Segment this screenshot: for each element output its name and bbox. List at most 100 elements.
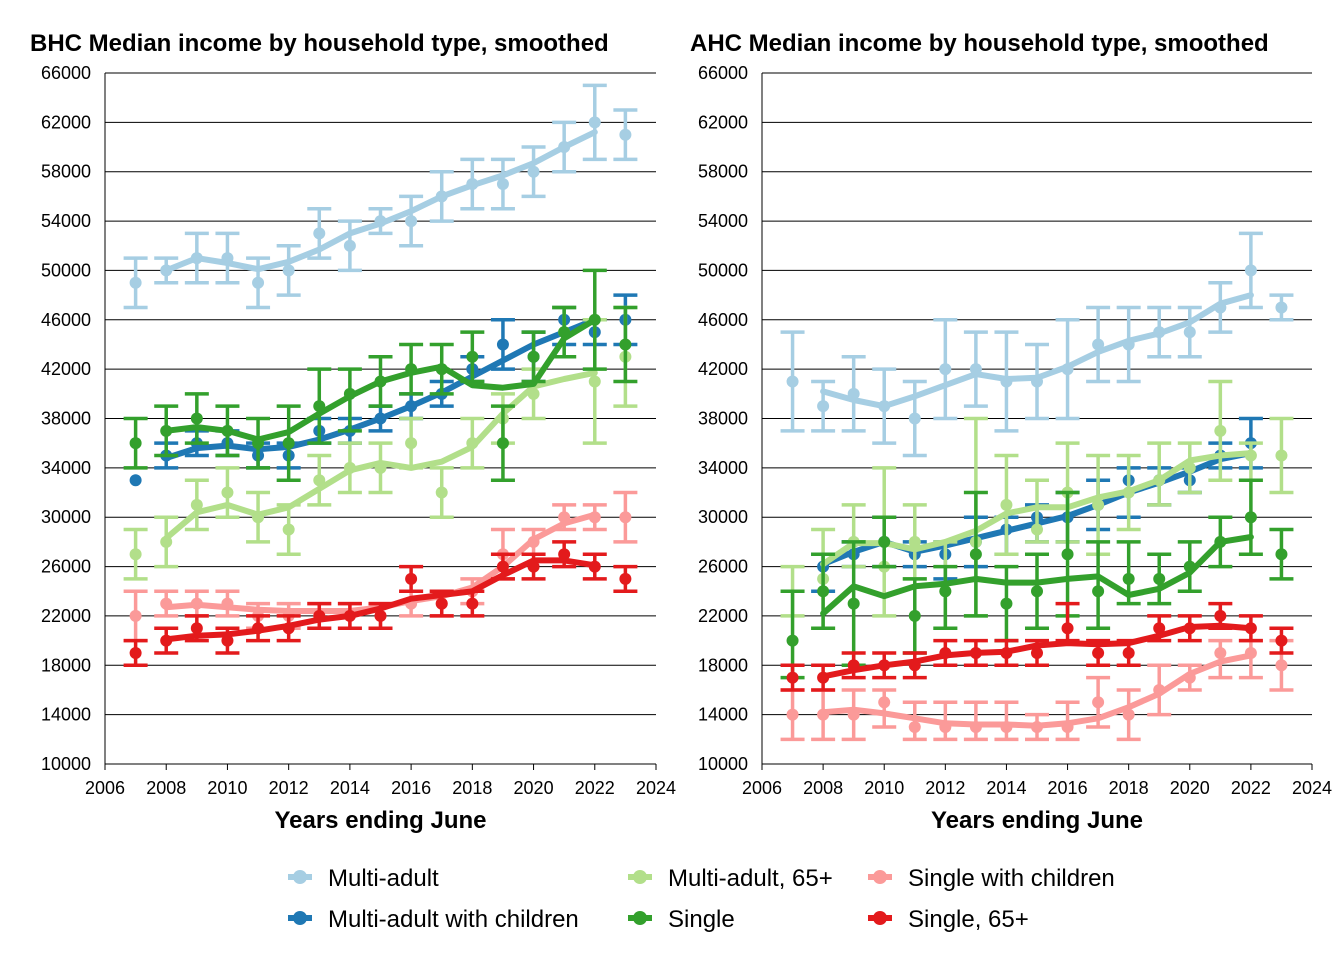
data-point xyxy=(588,116,601,129)
y-tick-label: 50000 xyxy=(698,260,748,280)
y-tick-label: 54000 xyxy=(41,211,91,231)
data-point xyxy=(190,597,203,610)
data-point xyxy=(1122,572,1135,585)
data-point xyxy=(190,412,203,425)
data-point xyxy=(466,178,479,191)
ahc-panel: 10000 14000 18000 22000 26000 30000 34000 38000… xyxy=(690,30,1332,834)
data-point xyxy=(1275,548,1288,561)
x-tick-label: 2016 xyxy=(391,778,431,798)
data-point xyxy=(496,437,509,450)
y-tick-label: 18000 xyxy=(41,655,91,675)
legend-marker xyxy=(633,870,647,884)
x-axis-label: Years ending June xyxy=(931,807,1143,834)
data-point xyxy=(282,523,295,536)
data-point xyxy=(588,560,601,573)
data-point xyxy=(160,264,173,277)
data-point xyxy=(1214,646,1227,659)
data-point xyxy=(1275,634,1288,647)
data-point xyxy=(1031,720,1043,733)
data-point xyxy=(160,535,173,548)
legend-item-multi-adult-65: Multi-adult, 65+ xyxy=(628,865,833,892)
data-point xyxy=(129,609,142,622)
data-point xyxy=(221,597,234,610)
legend-item-multi-adult: Multi-adult xyxy=(288,865,439,892)
data-point xyxy=(405,437,418,450)
y-tick-label: 54000 xyxy=(698,211,748,231)
data-point xyxy=(466,437,479,450)
data-point xyxy=(313,474,326,487)
data-point xyxy=(878,659,891,672)
x-tick-label: 2018 xyxy=(1109,778,1149,798)
smoothed-line xyxy=(163,129,598,274)
smoothed-line xyxy=(820,450,1254,568)
y-tick-label: 46000 xyxy=(41,310,91,330)
data-point xyxy=(847,708,860,721)
data-point xyxy=(619,128,632,141)
data-point xyxy=(1061,548,1074,561)
y-tick-label: 42000 xyxy=(41,359,91,379)
data-point xyxy=(1000,646,1013,659)
data-point xyxy=(466,597,479,610)
data-point xyxy=(878,696,891,709)
data-point xyxy=(1214,424,1227,437)
data-point xyxy=(619,338,632,351)
data-point xyxy=(1153,622,1166,635)
data-point xyxy=(1092,498,1105,511)
legend-label: Single xyxy=(668,906,735,933)
data-point xyxy=(969,363,982,376)
data-point xyxy=(1183,622,1196,635)
data-point xyxy=(1183,461,1196,474)
x-tick-label: 2012 xyxy=(925,778,965,798)
data-point xyxy=(1244,449,1257,462)
y-tick-label: 46000 xyxy=(698,310,748,330)
data-point xyxy=(1153,683,1166,696)
x-tick-label: 2024 xyxy=(1292,778,1332,798)
data-point xyxy=(282,264,295,277)
data-point xyxy=(1183,671,1196,684)
data-point xyxy=(129,276,142,289)
data-point xyxy=(817,400,830,413)
data-point xyxy=(435,597,448,610)
y-tick-label: 62000 xyxy=(698,112,748,132)
y-tick-label: 26000 xyxy=(41,557,91,577)
data-point xyxy=(313,400,326,413)
data-point xyxy=(1275,301,1288,314)
y-tick-label: 18000 xyxy=(698,655,748,675)
data-point xyxy=(496,560,509,573)
data-point xyxy=(1000,720,1013,733)
data-point xyxy=(1092,338,1105,351)
data-point xyxy=(1031,646,1043,659)
data-point xyxy=(558,548,571,561)
data-point xyxy=(221,634,234,647)
data-point xyxy=(588,375,601,388)
y-tick-label: 50000 xyxy=(41,260,91,280)
data-point xyxy=(343,461,356,474)
x-tick-label: 2020 xyxy=(514,778,554,798)
y-tick-label: 14000 xyxy=(698,705,748,725)
data-point xyxy=(405,215,418,228)
x-tick-label: 2022 xyxy=(575,778,615,798)
data-point xyxy=(847,659,860,672)
series-multi-adult xyxy=(780,231,1294,458)
data-point xyxy=(588,313,601,326)
x-tick-label: 2022 xyxy=(1231,778,1271,798)
data-point xyxy=(558,141,571,154)
data-point xyxy=(1122,338,1135,351)
data-point xyxy=(129,437,142,450)
data-point xyxy=(1000,498,1013,511)
data-point xyxy=(969,720,982,733)
x-tick-label: 2010 xyxy=(207,778,247,798)
data-point xyxy=(527,165,540,178)
data-point xyxy=(405,572,418,585)
data-point xyxy=(1061,363,1074,376)
legend-item-single: Single xyxy=(628,906,735,933)
x-tick-label: 2014 xyxy=(330,778,370,798)
x-tick-label: 2014 xyxy=(986,778,1026,798)
data-point xyxy=(374,412,387,425)
chart-title: AHC Median income by household type, smo… xyxy=(690,30,1269,57)
data-point xyxy=(282,437,295,450)
data-point xyxy=(343,387,356,400)
data-point xyxy=(939,720,952,733)
data-point xyxy=(527,350,540,363)
